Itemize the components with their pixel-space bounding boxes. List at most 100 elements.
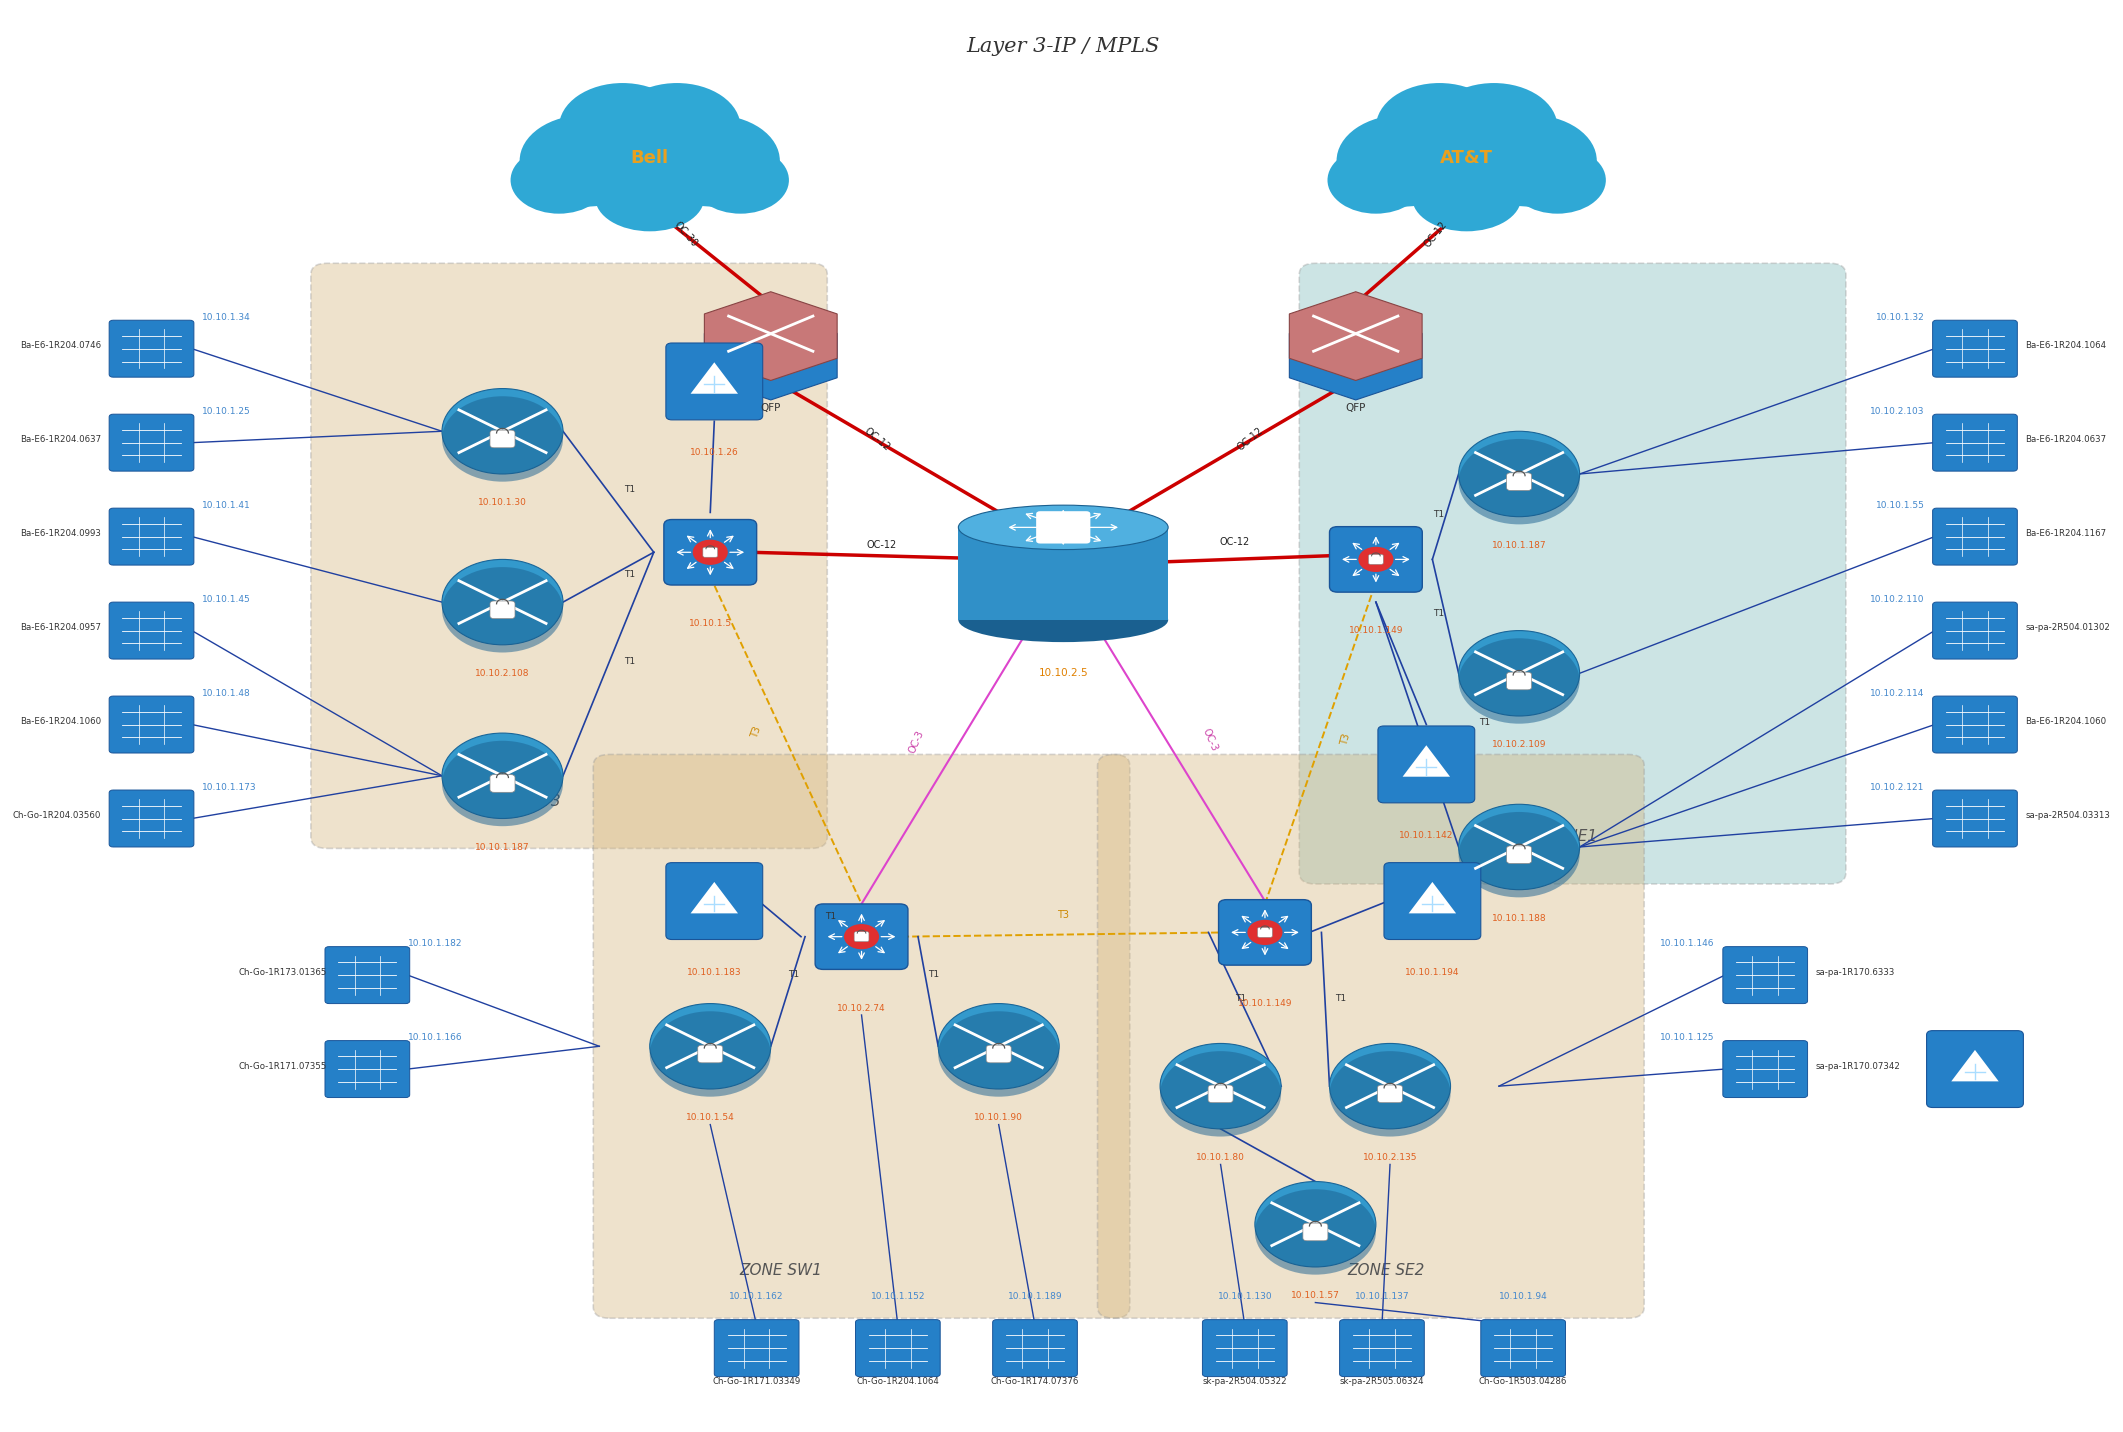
FancyBboxPatch shape xyxy=(1378,726,1475,803)
Text: OC-12: OC-12 xyxy=(862,425,892,453)
Ellipse shape xyxy=(1327,146,1425,213)
Ellipse shape xyxy=(1431,83,1558,172)
Text: 10.10.1.54: 10.10.1.54 xyxy=(686,1113,735,1123)
FancyBboxPatch shape xyxy=(1507,846,1531,863)
FancyBboxPatch shape xyxy=(490,775,516,792)
FancyBboxPatch shape xyxy=(1926,1031,2023,1107)
FancyBboxPatch shape xyxy=(1724,1041,1807,1097)
Text: ZONE NW3: ZONE NW3 xyxy=(476,793,560,809)
Text: Ba-E6-1R204.0957: Ba-E6-1R204.0957 xyxy=(19,623,102,633)
FancyBboxPatch shape xyxy=(1932,601,2017,659)
Text: 10.10.1.90: 10.10.1.90 xyxy=(974,1113,1023,1123)
FancyBboxPatch shape xyxy=(1340,1320,1425,1376)
Polygon shape xyxy=(1403,745,1450,776)
Circle shape xyxy=(1248,921,1282,944)
Text: T1: T1 xyxy=(624,657,635,666)
Text: Ch-Go-1R174.07376: Ch-Go-1R174.07376 xyxy=(991,1376,1078,1386)
Text: T3: T3 xyxy=(1057,911,1070,921)
Bar xyxy=(957,527,1168,620)
FancyBboxPatch shape xyxy=(1257,928,1272,938)
Text: T1: T1 xyxy=(624,485,635,494)
FancyBboxPatch shape xyxy=(1932,696,2017,753)
Ellipse shape xyxy=(442,567,563,653)
FancyBboxPatch shape xyxy=(1932,321,2017,377)
Text: QFP: QFP xyxy=(1346,402,1365,412)
Text: Ch-Go-1R204.03560: Ch-Go-1R204.03560 xyxy=(13,811,102,821)
Ellipse shape xyxy=(1337,115,1469,206)
Text: ZONE NE1: ZONE NE1 xyxy=(1518,829,1596,843)
FancyBboxPatch shape xyxy=(815,904,909,969)
FancyBboxPatch shape xyxy=(667,862,762,939)
Text: sa-pa-1R170.07342: sa-pa-1R170.07342 xyxy=(1815,1061,1900,1071)
FancyBboxPatch shape xyxy=(108,601,193,659)
Text: OC-3: OC-3 xyxy=(907,729,926,755)
Ellipse shape xyxy=(442,388,563,474)
Text: T3: T3 xyxy=(1340,732,1352,746)
Text: 10.10.2.121: 10.10.2.121 xyxy=(1870,783,1926,792)
Ellipse shape xyxy=(558,83,686,172)
Text: OC-12: OC-12 xyxy=(1236,425,1265,453)
Text: sa-pa-1R170.6333: sa-pa-1R170.6333 xyxy=(1815,968,1896,977)
Ellipse shape xyxy=(614,83,741,172)
Ellipse shape xyxy=(520,115,652,206)
FancyBboxPatch shape xyxy=(1932,414,2017,471)
Ellipse shape xyxy=(1255,1181,1376,1267)
Text: 10.10.1.80: 10.10.1.80 xyxy=(1195,1153,1244,1163)
FancyBboxPatch shape xyxy=(490,430,516,448)
FancyBboxPatch shape xyxy=(667,344,762,420)
FancyBboxPatch shape xyxy=(1507,473,1531,491)
FancyBboxPatch shape xyxy=(108,508,193,566)
Polygon shape xyxy=(1289,311,1422,400)
Text: 10.10.1.57: 10.10.1.57 xyxy=(1291,1292,1340,1300)
Text: OC-30: OC-30 xyxy=(673,221,701,249)
Text: 10.10.1.188: 10.10.1.188 xyxy=(1492,914,1546,924)
Text: QFP: QFP xyxy=(760,402,781,412)
FancyBboxPatch shape xyxy=(1036,511,1091,544)
Polygon shape xyxy=(705,292,836,381)
Text: 10.10.1.189: 10.10.1.189 xyxy=(1008,1292,1062,1302)
Ellipse shape xyxy=(1509,146,1605,213)
Text: Ch-Go-1R204.1064: Ch-Go-1R204.1064 xyxy=(856,1376,938,1386)
Ellipse shape xyxy=(1459,431,1580,517)
Text: T1: T1 xyxy=(1236,994,1246,1002)
FancyBboxPatch shape xyxy=(1219,899,1312,965)
Polygon shape xyxy=(705,311,836,400)
Ellipse shape xyxy=(957,505,1168,550)
Text: 10.10.2.110: 10.10.2.110 xyxy=(1870,594,1926,604)
Ellipse shape xyxy=(648,115,779,206)
Text: 10.10.1.142: 10.10.1.142 xyxy=(1399,832,1454,841)
Ellipse shape xyxy=(442,397,563,481)
Text: 10.10.1.45: 10.10.1.45 xyxy=(202,594,251,604)
Text: 10.10.2.114: 10.10.2.114 xyxy=(1870,689,1926,697)
Text: 10.10.1.149: 10.10.1.149 xyxy=(1348,626,1403,636)
Ellipse shape xyxy=(563,96,737,211)
Ellipse shape xyxy=(1255,1189,1376,1274)
Text: Ba-E6-1R204.1167: Ba-E6-1R204.1167 xyxy=(2025,530,2106,538)
Text: 10.10.1.55: 10.10.1.55 xyxy=(1877,501,1926,510)
FancyBboxPatch shape xyxy=(987,1045,1011,1063)
Text: 10.10.1.182: 10.10.1.182 xyxy=(408,939,463,948)
Text: AT&T: AT&T xyxy=(1439,149,1492,168)
Text: Ba-E6-1R204.0637: Ba-E6-1R204.0637 xyxy=(2025,435,2106,444)
Text: 10.10.2.5: 10.10.2.5 xyxy=(1038,669,1089,679)
Text: 10.10.1.146: 10.10.1.146 xyxy=(1660,939,1715,948)
FancyBboxPatch shape xyxy=(1304,1223,1327,1240)
FancyBboxPatch shape xyxy=(698,1045,722,1063)
Text: 10.10.1.130: 10.10.1.130 xyxy=(1216,1292,1272,1302)
Text: sa-pa-2R504.01302: sa-pa-2R504.01302 xyxy=(2025,623,2110,633)
Text: Ba-E6-1R204.1064: Ba-E6-1R204.1064 xyxy=(2025,341,2106,351)
FancyBboxPatch shape xyxy=(664,520,756,586)
Text: 10.10.2.103: 10.10.2.103 xyxy=(1870,407,1926,415)
Text: Layer 3-IP / MPLS: Layer 3-IP / MPLS xyxy=(966,37,1159,56)
FancyBboxPatch shape xyxy=(1384,862,1480,939)
FancyBboxPatch shape xyxy=(1202,1320,1287,1376)
Text: Ba-E6-1R204.0637: Ba-E6-1R204.0637 xyxy=(19,435,102,444)
Text: 10.10.2.74: 10.10.2.74 xyxy=(836,1004,885,1012)
Text: OC-12: OC-12 xyxy=(866,540,896,550)
Text: 10.10.1.125: 10.10.1.125 xyxy=(1660,1034,1715,1042)
Ellipse shape xyxy=(938,1004,1059,1088)
Text: sk-pa-2R504.05322: sk-pa-2R504.05322 xyxy=(1202,1376,1287,1386)
Text: ZONE SW1: ZONE SW1 xyxy=(739,1263,822,1279)
FancyBboxPatch shape xyxy=(310,263,828,848)
Text: 10.10.1.183: 10.10.1.183 xyxy=(688,968,741,977)
